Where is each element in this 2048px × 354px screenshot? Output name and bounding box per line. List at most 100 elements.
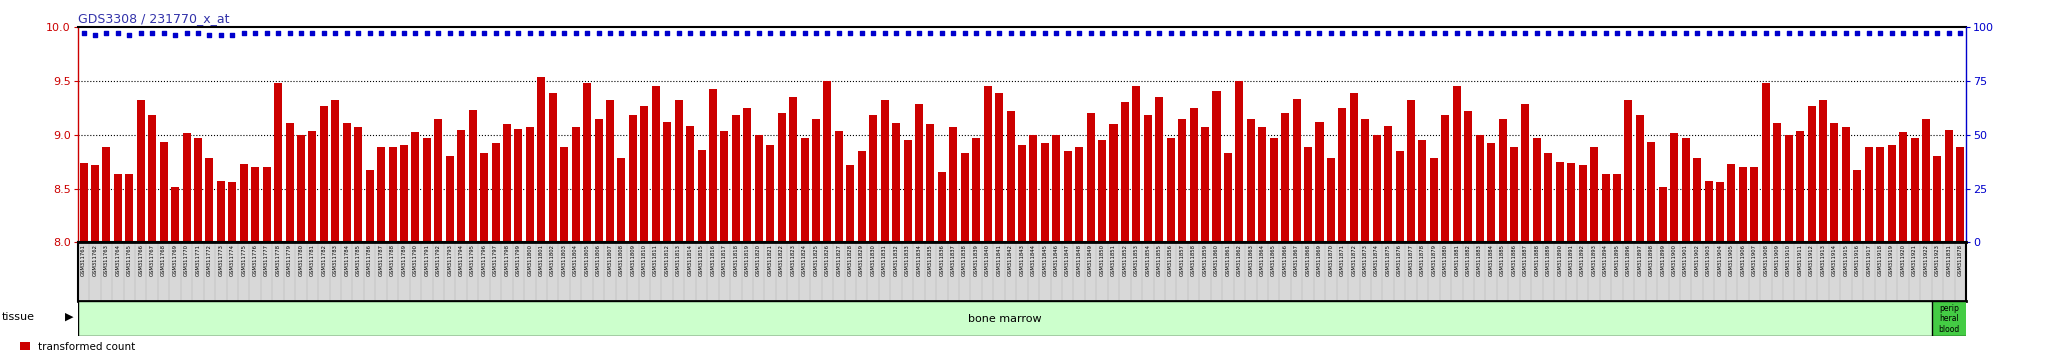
Point (1772, 30, 1804, 36)
Text: GSM311874: GSM311874 (1374, 244, 1378, 276)
Point (1704, 30, 1737, 36)
Text: GSM311808: GSM311808 (618, 244, 625, 276)
Text: GSM311816: GSM311816 (711, 244, 715, 276)
Bar (1235, 81, 1243, 242)
Point (1155, 30, 1188, 36)
Bar (1636, 115, 1645, 242)
Point (1749, 30, 1782, 36)
Point (1612, 30, 1645, 36)
Bar (938, 172, 946, 242)
Text: GSM311774: GSM311774 (229, 244, 236, 276)
Bar (457, 130, 465, 242)
Point (1692, 30, 1724, 36)
Bar (1247, 119, 1255, 242)
Text: GSM311807: GSM311807 (608, 244, 612, 276)
Point (319, 30, 352, 36)
Point (1761, 30, 1794, 36)
Point (696, 30, 729, 36)
Point (903, 30, 936, 36)
Point (479, 30, 512, 36)
Text: GSM311857: GSM311857 (1180, 244, 1184, 276)
Bar (1694, 158, 1702, 242)
Text: GSM311842: GSM311842 (1008, 244, 1014, 276)
Bar (1018, 145, 1026, 242)
Bar (332, 100, 340, 242)
Point (1223, 30, 1255, 36)
Point (1509, 30, 1542, 36)
Point (307, 30, 340, 36)
Text: GSM311886: GSM311886 (1511, 244, 1516, 276)
Text: GSM311839: GSM311839 (973, 244, 979, 276)
Text: GSM311863: GSM311863 (1249, 244, 1253, 276)
Text: GSM311832: GSM311832 (893, 244, 899, 276)
Text: GSM311765: GSM311765 (127, 244, 131, 276)
Bar (422, 138, 430, 242)
Text: GSM311785: GSM311785 (356, 244, 360, 276)
Text: GSM311881: GSM311881 (1454, 244, 1460, 276)
Legend: transformed count, percentile rank within the sample: transformed count, percentile rank withi… (20, 342, 215, 354)
Text: GSM311891: GSM311891 (1569, 244, 1573, 276)
Bar (950, 127, 956, 242)
Bar (1167, 138, 1176, 242)
Bar (983, 86, 991, 242)
Text: GSM311919: GSM311919 (1888, 244, 1894, 276)
Bar (1430, 158, 1438, 242)
Text: GSM311830: GSM311830 (870, 244, 877, 276)
Point (1669, 30, 1702, 36)
Text: GSM311810: GSM311810 (641, 244, 647, 276)
Bar (606, 100, 614, 242)
Point (272, 30, 305, 36)
Point (754, 30, 786, 36)
Point (1796, 30, 1829, 36)
Bar (1110, 124, 1118, 242)
Bar (1327, 158, 1335, 242)
Point (1051, 30, 1083, 36)
Bar (1808, 107, 1817, 242)
Bar (1030, 135, 1038, 242)
Point (571, 30, 604, 36)
Point (766, 30, 799, 36)
Bar (147, 115, 156, 242)
Bar (584, 83, 592, 242)
Bar (743, 108, 752, 242)
Text: GSM311904: GSM311904 (1718, 244, 1722, 276)
Bar (641, 107, 649, 242)
Text: GSM311864: GSM311864 (1260, 244, 1266, 276)
Bar (389, 148, 397, 242)
Point (1372, 30, 1405, 36)
Bar (686, 126, 694, 242)
Point (961, 30, 993, 36)
Bar (1761, 83, 1769, 242)
Text: GSM311921: GSM311921 (1913, 244, 1917, 276)
Point (1452, 30, 1485, 36)
Bar (1866, 148, 1872, 242)
Bar (537, 77, 545, 242)
Text: GSM311922: GSM311922 (1923, 244, 1929, 276)
Bar (1362, 119, 1370, 242)
Point (262, 30, 295, 36)
Bar (788, 97, 797, 242)
Bar (549, 93, 557, 242)
Point (1280, 30, 1313, 36)
Point (1143, 30, 1176, 36)
Point (1464, 30, 1497, 36)
Text: GSM311844: GSM311844 (1030, 244, 1036, 276)
Bar (1704, 181, 1712, 242)
Point (582, 30, 614, 36)
Bar (1063, 151, 1071, 242)
Point (113, 32, 145, 38)
Text: GSM311772: GSM311772 (207, 244, 211, 276)
Text: GSM311868: GSM311868 (1305, 244, 1311, 276)
Point (1829, 30, 1862, 36)
Point (1577, 30, 1610, 36)
Bar (1602, 175, 1610, 242)
Text: GSM311766: GSM311766 (139, 244, 143, 276)
Point (1120, 30, 1153, 36)
Bar (1407, 100, 1415, 242)
Point (1589, 30, 1622, 36)
Bar (182, 133, 190, 242)
Text: GSM311865: GSM311865 (1272, 244, 1276, 276)
Text: GSM311770: GSM311770 (184, 244, 188, 276)
Point (1440, 30, 1473, 36)
Text: GSM311769: GSM311769 (172, 244, 178, 276)
